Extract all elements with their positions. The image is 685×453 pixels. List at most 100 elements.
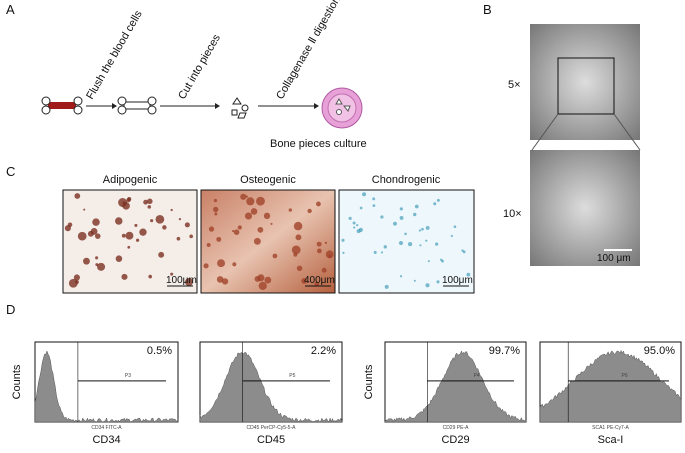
marker: CD34: [92, 434, 120, 446]
percent: 95.0%: [644, 345, 675, 357]
stain-spot: [264, 276, 272, 284]
stain-spot: [307, 208, 312, 214]
stain-spot: [325, 250, 334, 259]
stain-spot: [148, 274, 153, 279]
culture-dish: [321, 87, 363, 129]
stain-spot: [189, 234, 194, 239]
percent: 0.5%: [147, 345, 172, 357]
histogram: [199, 351, 343, 423]
stain-spot: [353, 226, 356, 229]
stain-spot: [436, 198, 440, 202]
stain-spot: [359, 206, 363, 210]
stain-spot: [147, 198, 153, 205]
stain-spot: [90, 227, 98, 235]
stain-spot: [125, 231, 134, 240]
stain-spot: [328, 255, 332, 259]
stain-spot: [77, 231, 87, 241]
stain-spot: [147, 205, 152, 209]
stain-spot: [134, 223, 138, 227]
stain-spot: [418, 229, 421, 232]
stain-spot: [293, 221, 303, 231]
stain-spot: [263, 212, 271, 220]
arrow-head: [112, 103, 117, 109]
bone-pieces: [231, 97, 249, 119]
histogram: [34, 350, 179, 423]
stain-spot: [217, 259, 226, 268]
panel-label: D: [6, 302, 15, 317]
stain-spot: [185, 278, 194, 287]
step-label: Flush the blood cells: [84, 8, 145, 101]
magnification: 10×: [503, 208, 522, 220]
stain-spot: [301, 277, 308, 284]
gate: [427, 380, 514, 382]
stain-spot: [314, 281, 320, 287]
zoom-lines: [531, 113, 641, 151]
stain-spot: [115, 217, 123, 225]
stain-spot: [407, 242, 413, 247]
stain-spot: [258, 281, 267, 290]
stain-spot: [97, 262, 106, 271]
micrograph: [530, 24, 640, 140]
gate: [242, 380, 330, 382]
image-title: Chondrogenic: [372, 174, 441, 186]
stain-spot: [380, 215, 384, 219]
stain-spot: [436, 280, 440, 284]
stain-spot: [450, 234, 453, 238]
stain-spot: [150, 219, 154, 223]
stain-spot: [419, 244, 422, 247]
stain-spot: [176, 236, 181, 241]
stain-spot: [254, 275, 261, 282]
bone-white: [117, 96, 157, 115]
stain-spot: [291, 245, 301, 255]
stain-spot: [425, 226, 430, 230]
stain-spot: [466, 272, 471, 277]
stain-spot: [453, 225, 457, 229]
stain-spot: [372, 204, 376, 207]
stain-spot: [170, 272, 174, 276]
y-label: Counts: [363, 364, 375, 399]
stain-spot: [184, 222, 190, 228]
histogram: [539, 349, 682, 423]
stain-spot: [246, 197, 255, 206]
stain-spot: [127, 245, 131, 249]
stain-spot: [75, 280, 79, 284]
stain-spot: [256, 196, 265, 206]
histogram: [384, 350, 527, 423]
channel: CD45 PerCP-Cy5-5-A: [247, 425, 297, 431]
stain-spot: [143, 199, 149, 205]
stain-spot: [170, 208, 173, 212]
gate-label: P4: [474, 373, 480, 379]
stain-spot: [73, 274, 80, 281]
stain-spot: [135, 238, 140, 242]
channel: CD34 FITC-A: [91, 425, 122, 431]
stain-spot: [362, 192, 367, 197]
stain-spot: [296, 265, 303, 272]
stain-spot: [316, 201, 321, 207]
stain-spot: [250, 208, 258, 215]
stain-spot: [399, 207, 403, 211]
stain-spot: [158, 251, 165, 258]
stain-spot: [155, 214, 165, 224]
stain-spot: [272, 253, 278, 259]
stain-spot: [240, 193, 247, 200]
stain-spot: [393, 221, 397, 226]
stain-spot: [399, 215, 404, 220]
image-title: Osteogenic: [240, 174, 296, 186]
stain-spot: [414, 204, 419, 209]
marker: CD29: [441, 434, 469, 446]
stain-spot: [232, 229, 235, 233]
stain-spot: [233, 229, 240, 235]
stain-spot: [288, 208, 292, 212]
percent: 99.7%: [489, 345, 520, 357]
stain-spot: [341, 238, 345, 242]
stain-spot: [232, 262, 237, 267]
panel-label: C: [6, 164, 15, 179]
stain-spot: [95, 256, 99, 260]
stain-spot: [404, 232, 407, 236]
stain-spot: [213, 206, 219, 213]
stain-spot: [126, 197, 131, 203]
stain-spot: [413, 279, 416, 282]
stain-spot: [253, 237, 261, 245]
stain-spot: [216, 276, 224, 283]
